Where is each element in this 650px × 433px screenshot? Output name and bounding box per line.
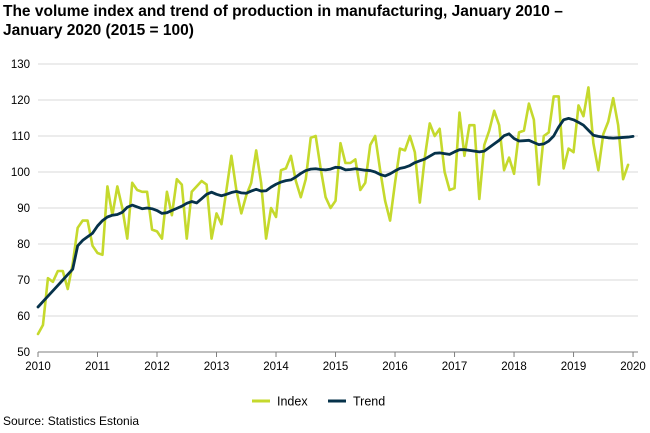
chart-title-line-1: The volume index and trend of production… (3, 3, 563, 20)
y-tick-label: 120 (11, 95, 30, 107)
legend-label-trend: Trend (353, 395, 385, 409)
x-axis: 2010 2011 2012 2013 2014 2015 2016 2017 2018 2019… (25, 351, 646, 373)
series-lines (36, 86, 635, 336)
legend: Index Trend (252, 395, 385, 409)
y-tick-label: 100 (11, 167, 30, 179)
x-tick-label: 2020 (620, 361, 646, 373)
x-tick-label: 2014 (263, 361, 289, 373)
y-tick-label: 90 (17, 203, 30, 215)
y-tick-label: 60 (17, 311, 30, 323)
x-tick-label: 2010 (25, 361, 51, 373)
y-tick-label: 50 (17, 347, 30, 359)
y-tick-label: 130 (11, 59, 30, 71)
x-tick-label: 2011 (85, 361, 110, 373)
y-tick-label: 110 (12, 131, 30, 143)
series-line-index (36, 86, 630, 336)
x-tick-label: 2017 (442, 361, 468, 373)
gridlines (38, 63, 638, 317)
x-tick-label: 2012 (144, 361, 170, 373)
y-axis-ticks: 50 60 70 80 90 100 110 120 130 (11, 59, 30, 359)
series-line-trend (36, 116, 635, 309)
chart-title: The volume index and trend of production… (3, 2, 643, 40)
y-tick-label: 70 (17, 275, 30, 287)
y-tick-label: 80 (17, 239, 30, 251)
x-tick-label: 2018 (501, 361, 527, 373)
x-tick-label: 2019 (561, 361, 587, 373)
x-tick-label: 2015 (323, 361, 349, 373)
chart-title-line-2: January 2020 (2015 = 100) (3, 22, 194, 39)
legend-label-index: Index (277, 395, 308, 409)
source-note: Source: Statistics Estonia (3, 414, 140, 428)
x-tick-label: 2016 (382, 361, 408, 373)
x-tick-label: 2013 (204, 361, 230, 373)
